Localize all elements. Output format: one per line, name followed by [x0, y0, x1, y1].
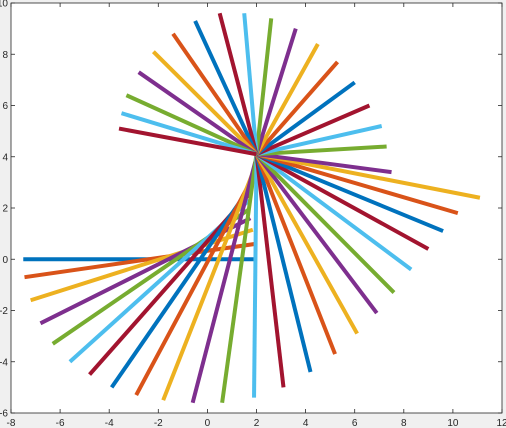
x-tick-label: 2	[254, 418, 260, 428]
x-tick-label: -4	[105, 418, 114, 428]
y-tick-label: 0	[2, 255, 8, 266]
y-tick-label: -6	[0, 409, 8, 420]
x-tick-label: 8	[401, 418, 407, 428]
x-tick-label: 10	[447, 418, 459, 428]
y-tick-label: -2	[0, 306, 8, 317]
x-tick-label: 4	[303, 418, 309, 428]
x-tick-label: 0	[205, 418, 211, 428]
x-tick-label: 12	[496, 418, 506, 428]
y-tick-label: 10	[0, 0, 8, 10]
x-tick-label: -2	[154, 418, 163, 428]
y-tick-label: 6	[2, 101, 8, 112]
y-tick-label: 2	[2, 204, 8, 215]
x-tick-label: 6	[352, 418, 358, 428]
y-tick-label: -4	[0, 357, 8, 368]
y-tick-label: 4	[2, 152, 8, 163]
x-tick-label: -8	[7, 418, 16, 428]
y-tick-label: 8	[2, 50, 8, 61]
series-line	[254, 154, 256, 397]
x-tick-label: -6	[56, 418, 65, 428]
